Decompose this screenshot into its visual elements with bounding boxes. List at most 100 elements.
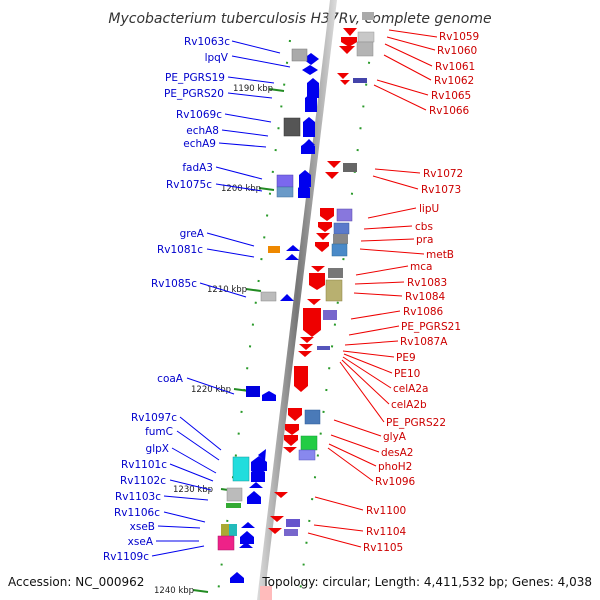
reverse-gene-arrow[interactable] [274,492,288,498]
reverse-gene-arrow[interactable] [283,447,297,453]
feature-block[interactable] [353,78,367,83]
gene-label[interactable]: Rv1102c [120,475,166,487]
forward-gene-arrow[interactable] [298,183,310,198]
gene-label[interactable]: fadA3 [182,162,213,174]
reverse-gene-arrow[interactable] [268,528,282,534]
forward-gene-arrow[interactable] [305,93,317,112]
feature-block[interactable] [343,163,357,172]
gene-label[interactable]: Rv1100 [366,505,406,517]
forward-gene-arrow[interactable] [240,531,254,544]
feature-block[interactable] [226,503,241,508]
reverse-gene-arrow[interactable] [325,172,339,179]
reverse-gene-arrow[interactable] [315,242,329,252]
reverse-gene-arrow[interactable] [339,46,355,54]
gene-label[interactable]: Rv1103c [115,491,161,503]
forward-gene-arrow[interactable] [251,456,267,471]
reverse-gene-arrow[interactable] [316,233,330,240]
gene-label[interactable]: lipU [419,203,439,215]
forward-gene-arrow[interactable] [302,65,318,75]
feature-block[interactable] [260,291,277,302]
gene-label[interactable]: Rv1084 [405,291,446,303]
feature-block[interactable] [229,524,237,536]
gene-label[interactable]: lpqV [205,52,229,64]
feature-block[interactable] [331,243,348,257]
reverse-gene-arrow[interactable] [340,80,350,85]
feature-block[interactable] [333,234,348,244]
forward-gene-arrow[interactable] [241,522,255,528]
feature-block[interactable] [276,186,294,198]
forward-gene-arrow[interactable] [280,294,294,301]
feature-block[interactable] [286,519,300,527]
forward-gene-arrow[interactable] [307,78,319,98]
gene-label[interactable]: glyA [383,431,407,443]
forward-gene-arrow[interactable] [303,117,315,137]
reverse-gene-arrow[interactable] [327,161,341,168]
gene-label[interactable]: Rv1063c [184,36,230,48]
reverse-gene-arrow[interactable] [284,435,298,446]
reverse-gene-arrow[interactable] [318,222,332,232]
gene-label[interactable]: echA9 [183,138,216,150]
feature-block[interactable] [317,346,330,350]
forward-gene-arrow[interactable] [249,482,263,488]
reverse-gene-arrow[interactable] [343,28,357,36]
gene-label[interactable]: Rv1086 [403,306,444,318]
feature-block[interactable] [333,222,350,235]
gene-label[interactable]: metB [426,249,454,261]
forward-gene-arrow[interactable] [247,491,261,504]
gene-label[interactable]: PE_PGRS22 [386,417,446,429]
forward-gene-arrow[interactable] [286,245,300,251]
gene-label[interactable]: echA8 [186,125,219,137]
feature-block[interactable] [298,449,316,461]
gene-label[interactable]: Rv1066 [429,105,470,117]
forward-gene-arrow[interactable] [239,542,253,548]
forward-gene-arrow[interactable] [262,391,276,401]
gene-label[interactable]: PE_PGRS19 [165,72,225,84]
gene-label[interactable]: Rv1075c [166,179,212,191]
reverse-gene-arrow[interactable] [307,299,321,305]
gene-label[interactable]: Rv1073 [421,184,461,196]
gene-label[interactable]: Rv1106c [114,507,160,519]
gene-label[interactable]: Rv1065 [431,90,471,102]
gene-label[interactable]: celA2b [391,399,427,411]
feature-block[interactable] [325,279,343,302]
feature-block[interactable] [300,435,318,451]
forward-gene-arrow[interactable] [230,572,244,583]
gene-label[interactable]: coaA [157,373,184,385]
reverse-gene-arrow[interactable] [303,308,321,337]
feature-block[interactable] [328,268,343,278]
reverse-gene-arrow[interactable] [288,408,302,421]
gene-label[interactable]: glpX [146,443,169,455]
forward-gene-arrow[interactable] [251,467,265,482]
gene-label[interactable]: PE_PGRS21 [401,321,461,333]
gene-label[interactable]: Rv1101c [121,459,167,471]
gene-label[interactable]: Rv1062 [434,75,474,87]
feature-block[interactable] [304,409,321,425]
feature-block[interactable] [232,456,250,482]
gene-label[interactable]: Rv1083 [407,277,447,289]
gene-label[interactable]: greA [180,228,205,240]
reverse-gene-arrow[interactable] [311,266,325,272]
gene-label[interactable]: PE10 [394,368,420,380]
feature-block[interactable] [226,487,243,502]
feature-block[interactable] [246,386,260,397]
feature-block[interactable] [217,535,235,551]
feature-block[interactable] [260,586,272,600]
gene-label[interactable]: Rv1096 [375,476,416,488]
feature-block[interactable] [357,31,375,43]
gene-label[interactable]: Rv1069c [176,109,222,121]
feature-block[interactable] [283,117,301,137]
reverse-gene-arrow[interactable] [298,351,312,357]
reverse-gene-arrow[interactable] [341,37,357,47]
gene-label[interactable]: celA2a [393,383,428,395]
gene-label[interactable]: Rv1097c [131,412,177,424]
gene-label[interactable]: Rv1087A [400,336,448,348]
feature-block[interactable] [284,529,298,536]
gene-label[interactable]: phoH2 [378,461,412,473]
gene-label[interactable]: Rv1104 [366,526,407,538]
reverse-gene-arrow[interactable] [337,73,349,79]
gene-label[interactable]: cbs [415,221,433,233]
reverse-gene-arrow[interactable] [299,344,313,350]
reverse-gene-arrow[interactable] [285,424,299,435]
reverse-gene-arrow[interactable] [270,516,284,522]
feature-block[interactable] [323,310,337,320]
